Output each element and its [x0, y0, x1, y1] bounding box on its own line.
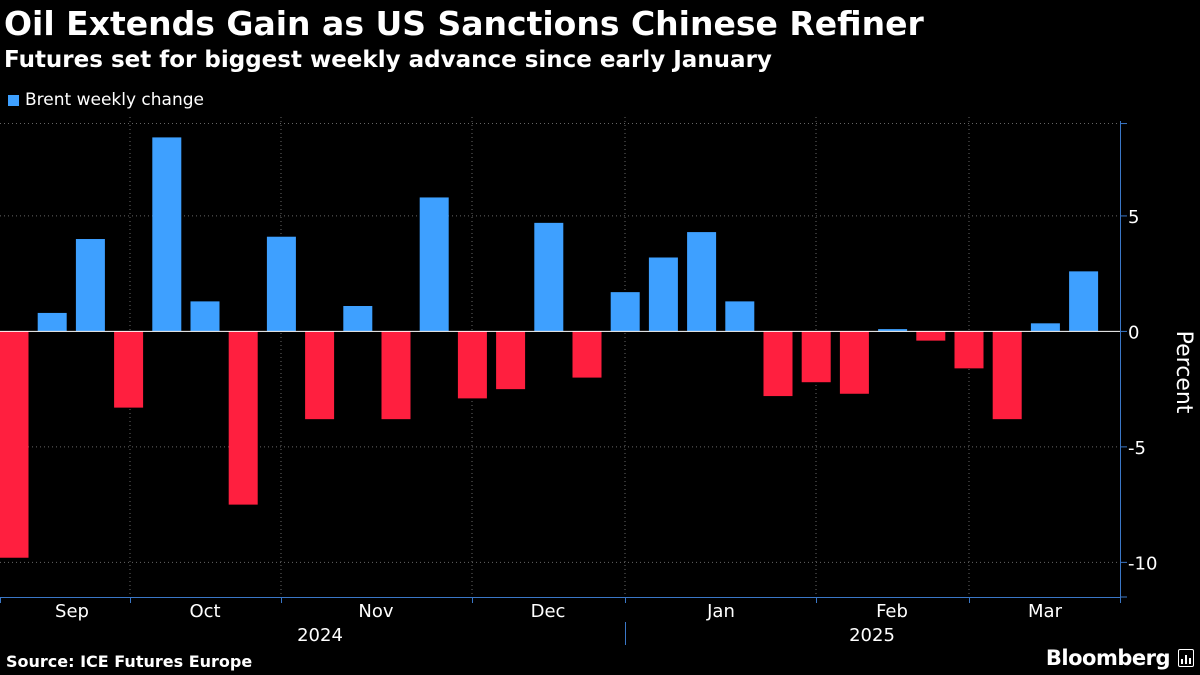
- y-tick-label: -5: [1128, 438, 1146, 459]
- brand-name: Bloomberg: [1045, 646, 1171, 670]
- bar: [687, 232, 717, 332]
- bar: [1030, 323, 1060, 332]
- bar: [266, 236, 296, 332]
- x-tick-label: Sep: [55, 601, 89, 622]
- chart-title: Oil Extends Gain as US Sanctions Chinese…: [4, 4, 924, 43]
- x-year-label: 2024: [297, 625, 343, 646]
- x-tick-label: Jan: [706, 601, 735, 622]
- legend: Brent weekly change: [8, 90, 204, 110]
- y-tick-label: -10: [1128, 553, 1157, 574]
- bar: [419, 197, 449, 332]
- source-note: Source: ICE Futures Europe: [6, 652, 253, 671]
- bar: [381, 331, 411, 420]
- brand-logo: Bloomberg: [1046, 646, 1194, 670]
- bar: [725, 301, 755, 332]
- bar: [801, 331, 831, 383]
- bar: [763, 331, 793, 397]
- axes: -10 -5 0 5 Percent Sep Oct Nov Dec Jan Feb Mar 2024 2…: [0, 121, 1196, 646]
- bar: [916, 331, 946, 341]
- y-axis-label: Percent: [1171, 331, 1196, 414]
- bar: [457, 331, 487, 399]
- bar: [228, 331, 258, 505]
- bars: [0, 137, 1099, 558]
- bar: [839, 331, 869, 394]
- chart-subtitle: Futures set for biggest weekly advance s…: [4, 47, 772, 73]
- x-tick-label: Nov: [358, 601, 393, 622]
- legend-swatch: [8, 94, 19, 106]
- bar: [75, 239, 105, 332]
- bar: [114, 331, 144, 408]
- bar: [534, 222, 564, 332]
- x-tick-label: Dec: [531, 601, 566, 622]
- bar: [992, 331, 1022, 420]
- x-tick-label: Mar: [1028, 601, 1063, 622]
- y-tick-label: 5: [1128, 207, 1139, 228]
- bar: [0, 331, 29, 558]
- bar: [305, 331, 335, 420]
- bar: [648, 257, 678, 332]
- chart-icon: [1178, 649, 1194, 667]
- x-year-label: 2025: [849, 625, 895, 646]
- bar: [152, 137, 182, 332]
- bar: [1069, 271, 1099, 332]
- y-tick-label: 0: [1128, 322, 1139, 343]
- x-tick-label: Oct: [189, 601, 220, 622]
- bar: [190, 301, 220, 332]
- bar: [610, 292, 640, 332]
- bar: [496, 331, 526, 390]
- bar: [343, 306, 373, 332]
- bar: [572, 331, 602, 378]
- x-tick-label: Feb: [876, 601, 908, 622]
- bar: [954, 331, 984, 369]
- bar: [878, 329, 908, 332]
- bar: [37, 312, 67, 332]
- legend-label: Brent weekly change: [25, 90, 204, 110]
